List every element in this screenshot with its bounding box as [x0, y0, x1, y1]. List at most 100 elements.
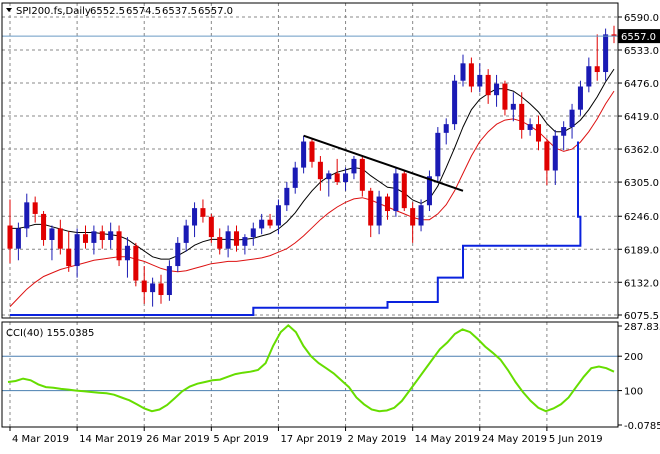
candle-down	[57, 228, 63, 249]
candle-up	[561, 127, 567, 136]
candle-down	[41, 213, 47, 240]
main-plot-frame	[1, 2, 619, 319]
candle-up	[569, 109, 575, 128]
indicator-plot-frame	[1, 321, 619, 428]
time-tick-label: 24 May 2019	[482, 434, 547, 445]
candle-up	[150, 283, 156, 293]
candle-up	[351, 158, 357, 174]
candle-down	[502, 83, 508, 110]
candle-down	[158, 283, 164, 296]
candle-down	[99, 231, 105, 240]
time-tick-label: 14 Mar 2019	[79, 434, 142, 445]
indicator-plot	[7, 323, 615, 413]
candle-up	[494, 83, 500, 96]
candle-down	[410, 208, 416, 226]
candle-down	[267, 219, 273, 226]
symbol-label: SPI200.fs,Daily	[16, 6, 91, 17]
cci-indicator-label: CCI(40) 155.0385	[6, 328, 94, 339]
candle-up	[275, 205, 281, 226]
candle-up	[426, 176, 432, 206]
price-tick-label: 6533.0	[624, 46, 659, 57]
ohlc-readout-value: 6552.5	[90, 6, 125, 17]
candle-up	[460, 63, 466, 81]
candle-down	[317, 161, 323, 180]
candle-down	[233, 231, 240, 246]
candle-down	[468, 63, 474, 87]
candle-up	[15, 228, 21, 249]
candle-down	[519, 103, 525, 130]
candle-up	[527, 124, 533, 130]
cci-tick-label: 100	[624, 387, 643, 398]
candle-up	[24, 202, 30, 229]
candle-up	[250, 228, 256, 238]
candle-up	[225, 231, 231, 249]
cci-tick-label: -0.0785	[624, 421, 660, 432]
chart-labels: SPI200.fs,Daily 6552.5 6574.5 6537.5 6557.0 C…	[6, 6, 233, 339]
time-tick-label: 5 Jun 2019	[549, 434, 603, 445]
candle-up	[552, 135, 558, 171]
cci-tick-label: 200	[624, 352, 643, 363]
candle-up	[577, 86, 583, 110]
candle-down	[535, 124, 542, 142]
candle-up	[326, 173, 332, 180]
candle-up	[452, 80, 458, 125]
price-tick-label: 6590.0	[624, 13, 659, 24]
candle-down	[384, 196, 391, 212]
price-tick-label: 6132.0	[624, 278, 659, 289]
candle-up	[477, 74, 483, 87]
candle-up	[376, 196, 382, 226]
candle-up	[586, 66, 592, 87]
candle-up	[259, 219, 265, 229]
candle-up	[510, 103, 516, 110]
candle-down	[32, 202, 38, 214]
chart-menu-triangle-icon[interactable]	[6, 8, 12, 12]
price-tick-label: 6246.0	[624, 212, 659, 223]
trendline[interactable]	[303, 134, 464, 192]
last-price-label: 6557.0	[621, 32, 656, 43]
time-tick-label: 2 May 2019	[348, 434, 407, 445]
axes: 6590.0 6533.0 6476.0 6419.0 6362.0 6305.0 6246…	[1, 2, 660, 445]
time-tick-label: 26 Mar 2019	[146, 434, 209, 445]
candle-up	[393, 173, 399, 212]
candle-down	[141, 280, 147, 293]
stop-level-line	[10, 141, 582, 316]
time-tick-label: 4 Mar 2019	[12, 434, 69, 445]
candle-up	[343, 173, 349, 183]
price-tick-label: 6305.0	[624, 178, 659, 189]
candle-up	[91, 231, 97, 243]
candle-up	[175, 242, 181, 267]
candle-down	[368, 190, 374, 226]
time-tick-label: 14 May 2019	[415, 434, 480, 445]
candle-down	[217, 237, 223, 249]
ohlc-readout-value: 6557.0	[198, 6, 233, 17]
candle-down	[544, 141, 550, 171]
cci-tick-label: 287.8357	[624, 322, 660, 333]
candle-up	[242, 237, 248, 246]
candle-down	[133, 245, 139, 281]
time-tick-label: 17 Apr 2019	[280, 434, 342, 445]
candle-up	[166, 266, 172, 296]
candle-up	[435, 132, 441, 177]
ohlc-readout-value: 6574.5	[126, 6, 161, 17]
cci-line	[7, 323, 615, 413]
price-tick-label: 6075.5	[624, 311, 659, 322]
candle-up	[108, 231, 114, 240]
candle-up	[192, 208, 198, 226]
candle-down	[359, 158, 365, 191]
price-tick-label: 6362.0	[624, 145, 659, 156]
candle-down	[334, 173, 340, 183]
candle-up	[301, 141, 307, 168]
price-tick-label: 6476.0	[624, 79, 659, 90]
candle-up	[603, 34, 609, 73]
candle-up	[292, 167, 298, 188]
price-tick-label: 6189.0	[624, 245, 659, 256]
time-tick-label: 5 Apr 2019	[213, 434, 268, 445]
candle-down	[116, 231, 122, 261]
candle-up	[418, 205, 424, 226]
candle-down	[7, 225, 13, 249]
candle-down	[485, 74, 491, 96]
candle-down	[208, 216, 214, 238]
ohlc-readout-value: 6537.5	[162, 6, 197, 17]
